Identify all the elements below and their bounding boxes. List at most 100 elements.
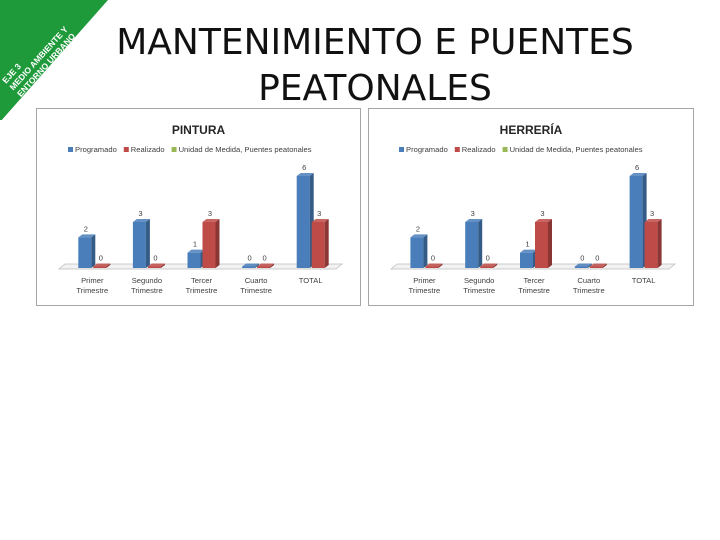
bar-side	[106, 263, 111, 268]
data-label-realizado-1: 0	[153, 254, 157, 263]
bar-front	[589, 266, 603, 268]
bar-top	[410, 234, 428, 238]
bar-side	[438, 263, 443, 268]
bar-programado-3	[574, 263, 592, 268]
bar-realizado-2	[202, 219, 220, 268]
bar-top	[147, 263, 165, 267]
category-label-4: TOTAL	[632, 276, 656, 285]
legend-label-0: Programado	[406, 145, 448, 154]
bar-realizado-1	[147, 263, 165, 268]
bar-programado-1	[465, 219, 483, 268]
herreria-chart-svg: HERRERÍA Programado Realizado Unidad de Med…	[389, 122, 677, 295]
category-label-1: Segundo	[464, 276, 494, 285]
bar-realizado-3	[257, 263, 275, 268]
bar-programado-0	[410, 234, 428, 268]
legend-swatch-0	[68, 147, 73, 152]
bar-front	[257, 266, 271, 268]
data-label-programado-3: 0	[580, 254, 584, 263]
bar-programado-0	[78, 234, 96, 268]
data-label-programado-1: 3	[138, 209, 142, 218]
legend-label-0: Programado	[75, 145, 117, 154]
bar-top	[425, 263, 443, 267]
bar-front	[425, 266, 439, 268]
bar-top	[311, 219, 329, 222]
category-label-3: Cuarto	[245, 276, 268, 285]
bar-front	[202, 222, 216, 268]
bar-front	[78, 237, 92, 268]
bar-side	[255, 263, 260, 268]
bar-front	[644, 222, 658, 268]
bar-programado-1	[132, 219, 150, 268]
bar-realizado-0	[93, 263, 111, 268]
bar-front	[465, 222, 479, 268]
bar-realizado-4	[311, 219, 329, 268]
bar-top	[574, 263, 592, 267]
category-label-2: Tercer	[191, 276, 213, 285]
bar-side	[91, 234, 96, 268]
bar-side	[423, 234, 428, 268]
data-label-realizado-0: 0	[431, 254, 435, 263]
bar-front	[311, 222, 325, 268]
data-label-programado-4: 6	[635, 163, 639, 172]
bar-top	[465, 219, 483, 222]
slide-title: MANTENIMIENTO E PUENTES PEATONALES	[95, 20, 655, 112]
bar-front	[132, 222, 146, 268]
slide-title-line2: PEATONALES	[258, 68, 492, 109]
bar-programado-3	[242, 263, 260, 268]
pintura-chart-title: PINTURA	[172, 123, 226, 137]
legend-label-2: Unidad de Medida, Puentes peatonales	[510, 145, 643, 154]
bar-realizado-2	[535, 219, 552, 268]
data-label-programado-2: 1	[193, 240, 197, 249]
category-label-0: Primer	[81, 276, 104, 285]
bar-front	[410, 237, 424, 268]
category-label-0: Primer	[413, 276, 436, 285]
bar-side	[324, 219, 329, 268]
category-label-2: Tercer	[523, 276, 545, 285]
slide-title-line1: MANTENIMIENTO E PUENTES	[116, 22, 634, 63]
data-label-realizado-3: 0	[263, 254, 267, 263]
data-label-programado-4: 6	[302, 163, 306, 172]
category-label-3: Trimestre	[573, 286, 605, 295]
bar-side	[587, 263, 592, 268]
data-label-realizado-4: 3	[650, 209, 654, 218]
bar-top	[629, 173, 647, 176]
legend-label-1: Realizado	[462, 145, 496, 154]
bar-front	[187, 252, 201, 268]
bar-top	[296, 173, 314, 176]
bar-programado-2	[520, 249, 537, 268]
data-label-realizado-3: 0	[595, 254, 599, 263]
bar-realizado-4	[644, 219, 662, 268]
pintura-chart: PINTURA Programado Realizado Unidad de Medi…	[36, 108, 361, 306]
bar-front	[296, 176, 310, 268]
category-label-3: Cuarto	[577, 276, 600, 285]
bar-side	[548, 219, 552, 268]
category-label-1: Trimestre	[131, 286, 163, 295]
bar-top	[520, 249, 537, 253]
herreria-chart-title: HERRERÍA	[500, 122, 563, 137]
bar-realizado-1	[480, 263, 498, 268]
bar-top	[480, 263, 498, 267]
bar-side	[657, 219, 662, 268]
bar-side	[602, 263, 607, 268]
legend-swatch-2	[502, 147, 508, 152]
bar-front	[520, 252, 533, 268]
bar-realizado-3	[589, 263, 607, 268]
bar-top	[535, 219, 552, 222]
legend-swatch-2	[171, 147, 177, 152]
bar-top	[132, 219, 150, 222]
bar-front	[535, 222, 548, 268]
category-label-1: Segundo	[132, 276, 162, 285]
bar-front	[629, 176, 643, 268]
data-label-realizado-0: 0	[99, 254, 103, 263]
legend-label-1: Realizado	[131, 145, 165, 154]
data-label-programado-0: 2	[84, 224, 88, 233]
eje-badge-triangle	[0, 0, 108, 120]
pintura-chart-svg: PINTURA Programado Realizado Unidad de Medi…	[57, 123, 344, 295]
bar-realizado-0	[425, 263, 443, 268]
bar-top	[589, 263, 607, 267]
data-label-realizado-1: 0	[486, 254, 490, 263]
bar-front	[574, 266, 588, 268]
category-label-0: Trimestre	[409, 286, 441, 295]
data-label-programado-1: 3	[471, 209, 475, 218]
bar-programado-2	[187, 249, 205, 268]
